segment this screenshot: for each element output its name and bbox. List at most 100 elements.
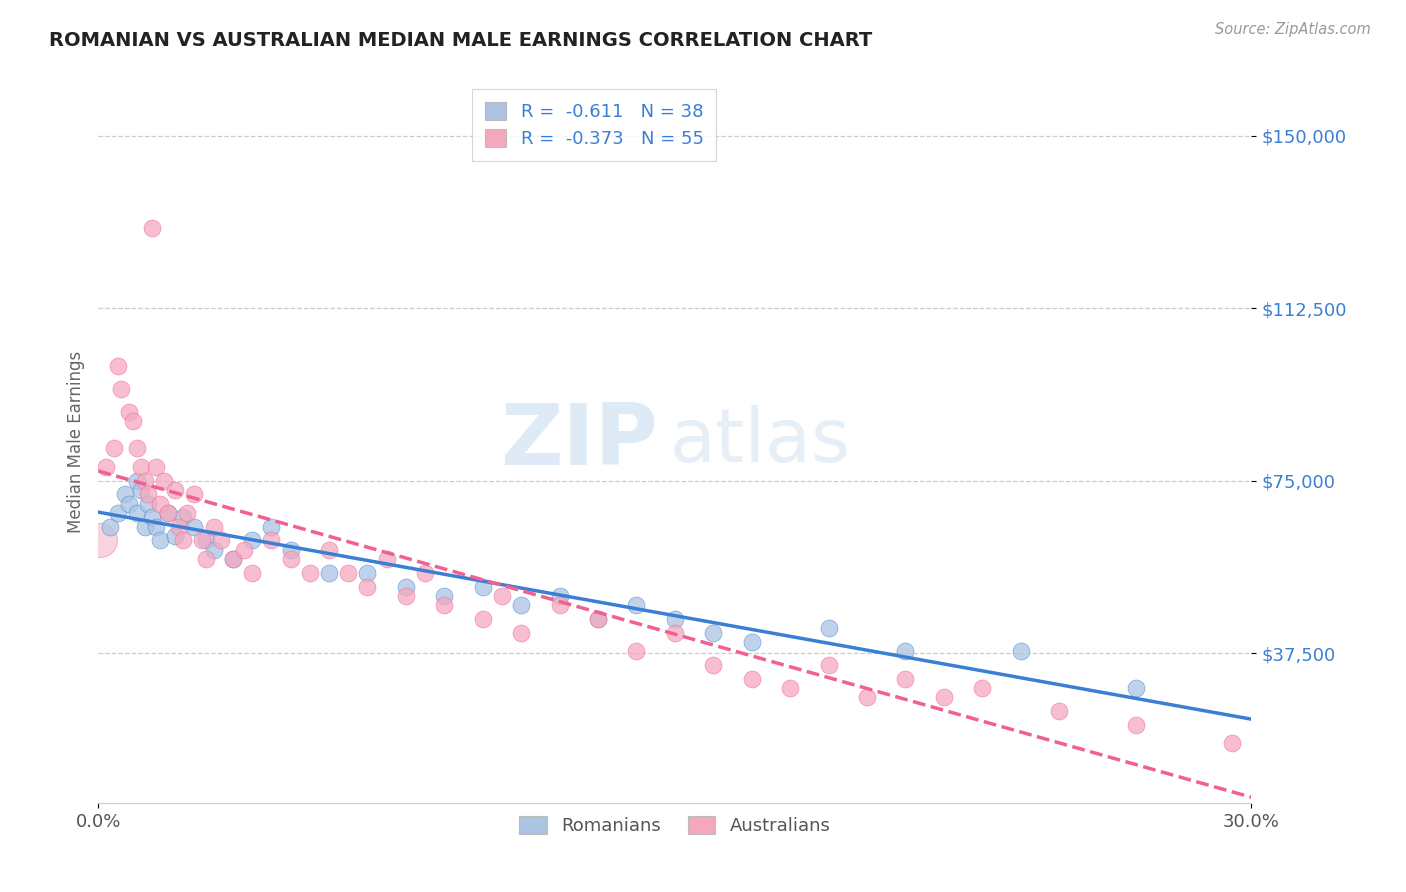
Point: [491, 589, 513, 603]
Point: [110, 382, 132, 396]
Point: [395, 580, 418, 594]
Point: [149, 533, 172, 548]
Point: [318, 542, 340, 557]
Y-axis label: Median Male Earnings: Median Male Earnings: [66, 351, 84, 533]
Point: [125, 506, 148, 520]
Point: [433, 589, 456, 603]
Point: [107, 359, 129, 373]
Point: [195, 552, 218, 566]
Point: [356, 566, 378, 580]
Point: [183, 519, 205, 533]
Point: [260, 533, 283, 548]
Point: [202, 542, 225, 557]
Point: [280, 552, 302, 566]
Point: [176, 506, 198, 520]
Point: [664, 625, 686, 640]
Point: [395, 589, 418, 603]
Point: [817, 657, 839, 672]
Point: [337, 566, 360, 580]
Point: [1047, 704, 1070, 718]
Point: [1125, 717, 1147, 731]
Point: [122, 414, 145, 428]
Point: [318, 566, 340, 580]
Point: [191, 533, 214, 548]
Point: [626, 644, 648, 658]
Point: [138, 497, 160, 511]
Point: [167, 519, 190, 533]
Point: [145, 519, 167, 533]
Point: [664, 612, 686, 626]
Point: [471, 580, 494, 594]
Point: [145, 459, 167, 474]
Point: [702, 657, 724, 672]
Point: [118, 404, 141, 418]
Point: [202, 519, 225, 533]
Point: [156, 506, 179, 520]
Point: [626, 598, 648, 612]
Point: [894, 644, 917, 658]
Point: [894, 672, 917, 686]
Point: [586, 612, 609, 626]
Point: [165, 529, 187, 543]
Point: [94, 459, 117, 474]
Point: [138, 487, 160, 501]
Point: [89, 533, 111, 548]
Point: [548, 598, 571, 612]
Point: [172, 510, 194, 524]
Point: [375, 552, 398, 566]
Point: [932, 690, 955, 704]
Point: [233, 542, 256, 557]
Point: [856, 690, 879, 704]
Point: [98, 519, 121, 533]
Point: [1125, 681, 1147, 695]
Point: [141, 220, 163, 235]
Point: [356, 580, 378, 594]
Point: [103, 442, 125, 456]
Point: [195, 533, 218, 548]
Point: [548, 589, 571, 603]
Text: ZIP: ZIP: [501, 400, 658, 483]
Point: [156, 506, 179, 520]
Point: [149, 497, 172, 511]
Point: [510, 598, 533, 612]
Point: [260, 519, 283, 533]
Point: [741, 672, 763, 686]
Point: [510, 625, 533, 640]
Point: [125, 474, 148, 488]
Point: [471, 612, 494, 626]
Point: [298, 566, 321, 580]
Point: [183, 487, 205, 501]
Point: [152, 474, 174, 488]
Point: [413, 566, 436, 580]
Point: [586, 612, 609, 626]
Point: [240, 566, 263, 580]
Point: [240, 533, 263, 548]
Point: [118, 497, 141, 511]
Point: [209, 533, 232, 548]
Point: [129, 459, 152, 474]
Legend: Romanians, Australians: Romanians, Australians: [510, 807, 839, 845]
Point: [741, 634, 763, 648]
Point: [141, 510, 163, 524]
Point: [433, 598, 456, 612]
Point: [222, 552, 245, 566]
Text: Source: ZipAtlas.com: Source: ZipAtlas.com: [1215, 22, 1371, 37]
Point: [172, 533, 194, 548]
Point: [165, 483, 187, 497]
Text: ROMANIAN VS AUSTRALIAN MEDIAN MALE EARNINGS CORRELATION CHART: ROMANIAN VS AUSTRALIAN MEDIAN MALE EARNI…: [49, 31, 873, 50]
Point: [702, 625, 724, 640]
Point: [280, 542, 302, 557]
Point: [134, 474, 156, 488]
Point: [222, 552, 245, 566]
Point: [817, 621, 839, 635]
Point: [125, 442, 148, 456]
Point: [972, 681, 994, 695]
Point: [107, 506, 129, 520]
Point: [779, 681, 801, 695]
Point: [129, 483, 152, 497]
Point: [1220, 736, 1243, 750]
Point: [134, 519, 156, 533]
Text: atlas: atlas: [669, 405, 851, 478]
Point: [114, 487, 136, 501]
Point: [1010, 644, 1032, 658]
